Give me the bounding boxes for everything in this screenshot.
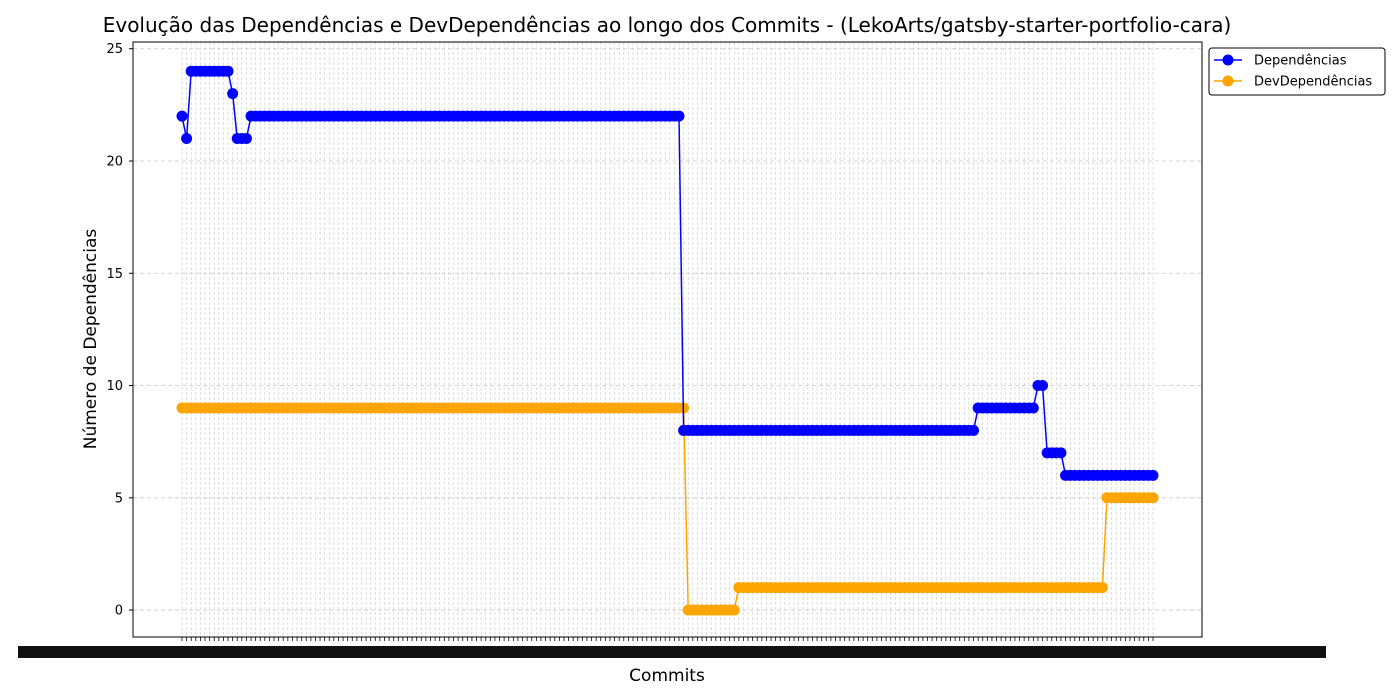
legend-item: Dependências (1214, 54, 1347, 69)
legend-marker (1222, 54, 1234, 66)
legend-marker (1222, 75, 1234, 87)
x-axis-label: Commits (629, 666, 705, 686)
data-point (1096, 582, 1108, 594)
y-tick-label: 15 (106, 267, 123, 282)
legend-box (1208, 47, 1386, 96)
data-point (222, 65, 234, 77)
x-axis (18, 637, 1326, 658)
y-tick-label: 5 (115, 491, 123, 506)
data-point (227, 88, 239, 100)
y-axis: 0 5 10 15 20 25 (106, 42, 133, 619)
data-point (1037, 380, 1049, 392)
series-devdependencias (176, 402, 1159, 616)
chart-title: Evolução das Dependências e DevDependênc… (103, 13, 1232, 37)
y-tick-label: 10 (106, 379, 123, 394)
series-layer (176, 65, 1159, 616)
data-point (1147, 469, 1159, 481)
grid (133, 42, 1202, 637)
x-tick-labels-overlap (18, 646, 1326, 658)
plot-area (132, 41, 1203, 638)
y-tick-label: 25 (106, 42, 123, 57)
series-line (182, 407, 1153, 611)
legend: Dependências DevDependências (1208, 47, 1386, 96)
series-dependencias (176, 65, 1159, 481)
data-point (1147, 492, 1159, 504)
y-tick-label: 0 (115, 604, 123, 619)
data-point (728, 604, 740, 616)
data-point (1027, 402, 1039, 414)
legend-item: DevDependências (1214, 75, 1372, 90)
legend-label: DevDependências (1254, 75, 1372, 90)
data-point (181, 133, 193, 145)
y-tick-label: 20 (106, 155, 123, 170)
legend-label: Dependências (1254, 54, 1347, 69)
data-point (1055, 447, 1067, 459)
data-point (968, 424, 980, 436)
data-point (240, 133, 252, 145)
data-point (673, 110, 685, 122)
y-axis-label: Número de Dependências (81, 229, 101, 450)
data-point (176, 110, 188, 122)
